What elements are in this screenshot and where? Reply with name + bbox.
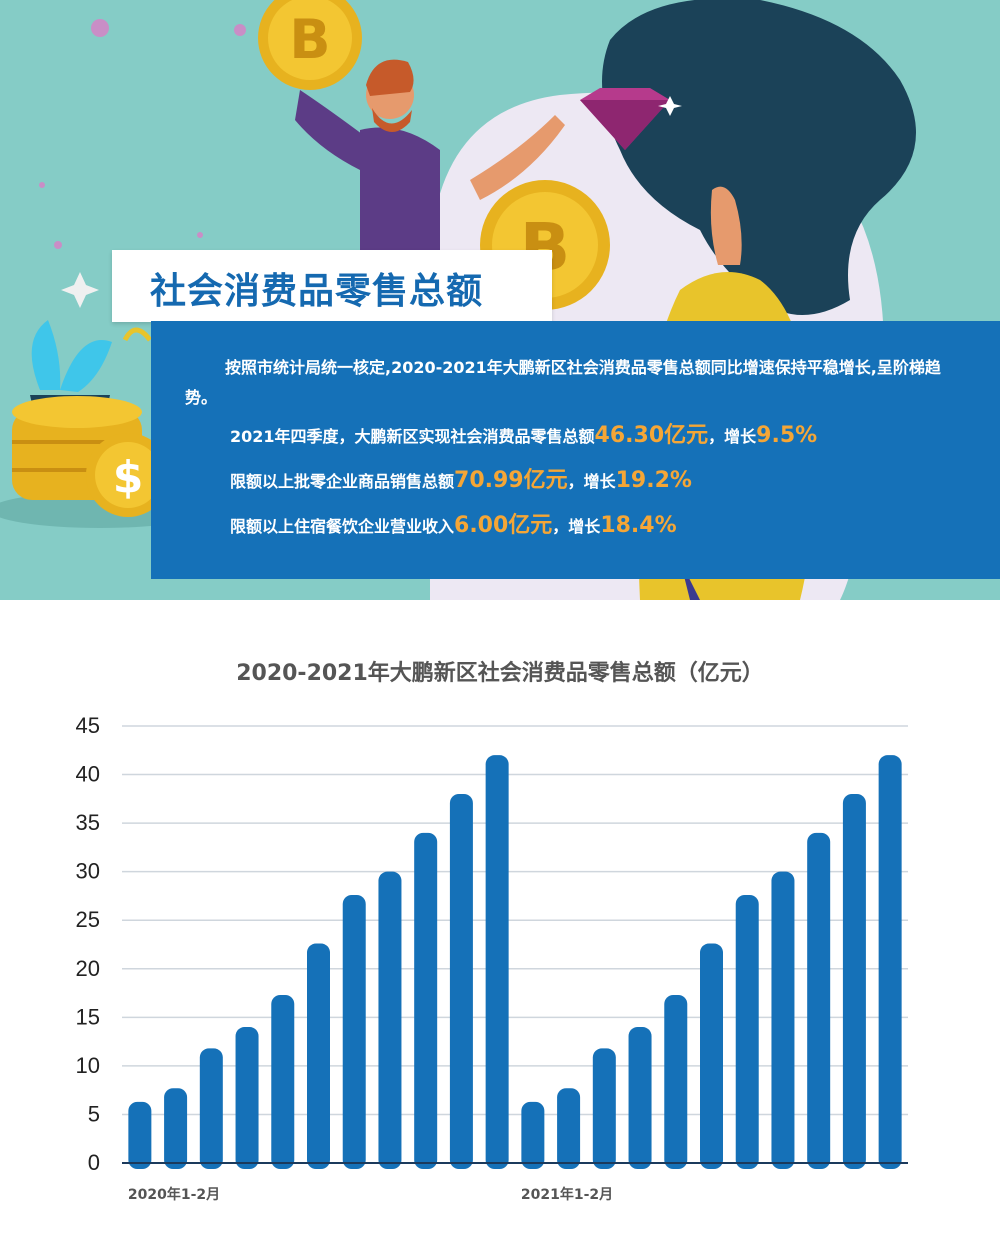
summary-item: 限额以上批零企业商品销售总额70.99亿元，增长19.2% <box>230 468 692 493</box>
bar <box>342 894 366 1169</box>
hero-banner: B B $ 社会消费品零售总额 按照市统计局统一核定,202 <box>0 0 1000 600</box>
bar <box>199 1048 223 1169</box>
y-tick-label: 20 <box>76 956 100 981</box>
bar <box>664 994 688 1169</box>
chart-title: 2020-2021年大鹏新区社会消费品零售总额（亿元） <box>236 661 764 686</box>
bar <box>164 1088 188 1169</box>
y-tick-label: 5 <box>88 1101 100 1126</box>
y-tick-label: 25 <box>76 907 100 932</box>
summary-value: 46.30亿元 <box>594 423 709 448</box>
y-tick-label: 35 <box>76 810 100 835</box>
y-tick-label: 40 <box>76 762 100 787</box>
bar <box>628 1027 652 1169</box>
bar <box>414 832 438 1169</box>
x-tick-label: 2020年1-2月 <box>128 1186 220 1203</box>
bar <box>592 1048 616 1169</box>
bar <box>842 793 866 1169</box>
bar <box>449 793 473 1169</box>
svg-text:$: $ <box>113 452 144 503</box>
bar <box>521 1101 545 1169</box>
y-tick-label: 30 <box>76 859 100 884</box>
bar <box>128 1101 152 1169</box>
summary-growth: 9.5% <box>756 423 818 448</box>
y-tick-label: 15 <box>76 1004 100 1029</box>
bar <box>307 943 330 1169</box>
bar <box>735 894 759 1169</box>
summary-intro: 按照市统计局统一核定,2020-2021年大鹏新区社会消费品零售总额同比增速保持… <box>185 358 941 407</box>
y-tick-label: 45 <box>76 713 100 738</box>
y-tick-label: 0 <box>88 1150 100 1175</box>
bar <box>378 871 402 1169</box>
summary-growth: 19.2% <box>615 468 692 493</box>
summary-value: 70.99亿元 <box>454 468 568 493</box>
bar <box>235 1027 259 1169</box>
summary-item: 限额以上住宿餐饮企业营业收入6.00亿元，增长18.4% <box>230 513 677 538</box>
summary-growth: 18.4% <box>600 513 677 538</box>
title-box: 社会消费品零售总额 <box>112 250 552 322</box>
bar <box>700 943 723 1169</box>
bar <box>485 755 509 1169</box>
page-title: 社会消费品零售总额 <box>150 271 484 312</box>
bar <box>878 755 902 1169</box>
bar <box>271 994 295 1169</box>
bar <box>557 1088 581 1169</box>
summary-item: 2021年四季度，大鹏新区实现社会消费品零售总额46.30亿元，增长9.5% <box>230 423 818 448</box>
bar <box>771 871 795 1169</box>
bar <box>807 832 831 1169</box>
x-tick-label: 2021年1-2月 <box>521 1186 613 1203</box>
summary-panel: 按照市统计局统一核定,2020-2021年大鹏新区社会消费品零售总额同比增速保持… <box>151 321 1000 579</box>
svg-text:B: B <box>289 8 330 71</box>
summary-value: 6.00亿元 <box>454 513 553 538</box>
y-tick-label: 10 <box>76 1053 100 1078</box>
bar-chart: 0 5 10 15 20 25 30 35 40 45 2020年1-2月 2021年1-2月 <box>76 713 908 1203</box>
